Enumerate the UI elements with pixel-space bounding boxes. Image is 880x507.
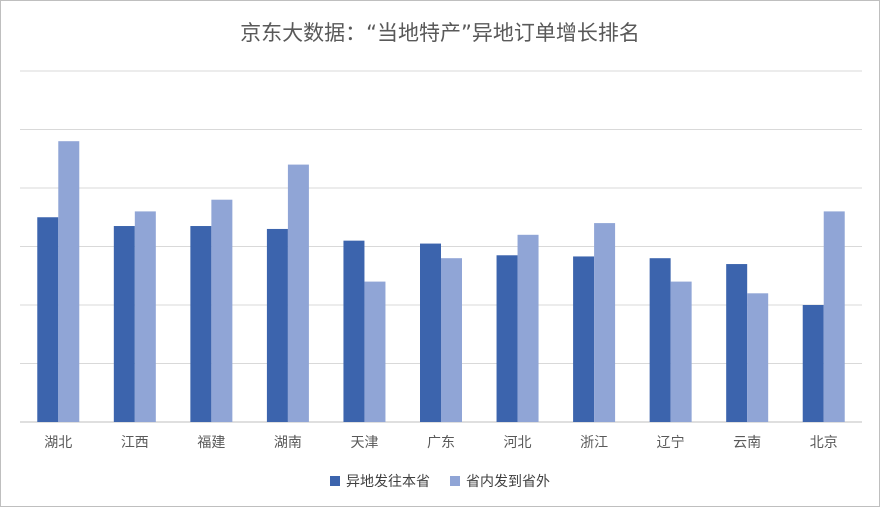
bar-2-1 — [58, 141, 80, 422]
x-tick-label: 湖南 — [274, 435, 302, 451]
bar-2-6 — [441, 258, 462, 422]
x-tick-label: 云南 — [733, 435, 761, 451]
x-tick-label: 辽宁 — [657, 434, 685, 451]
bar-1-11 — [802, 305, 824, 422]
x-tick-label: 广东 — [427, 435, 455, 451]
bar-1-8 — [573, 256, 595, 422]
x-tick-label: 天津 — [350, 435, 378, 451]
x-tick-label: 浙江 — [580, 435, 608, 451]
bar-2-9 — [670, 281, 692, 422]
bar-2-10 — [747, 293, 769, 422]
legend-item-series-2: 省内发到省外 — [450, 471, 550, 491]
bar-2-8 — [594, 223, 616, 422]
legend-swatch-series-2 — [450, 476, 460, 486]
bar-2-4 — [287, 164, 309, 422]
chart-legend: 异地发往本省 省内发到省外 — [1, 471, 879, 491]
x-tick-label: 河北 — [504, 435, 532, 451]
legend-item-series-1: 异地发往本省 — [330, 471, 430, 491]
x-tick-label: 湖北 — [44, 435, 72, 451]
bar-2-7 — [517, 234, 539, 422]
bar-2-3 — [211, 199, 233, 422]
bar-2-5 — [364, 281, 386, 422]
bar-1-2 — [113, 226, 135, 422]
bar-2-2 — [134, 211, 156, 422]
bar-1-9 — [649, 258, 671, 422]
x-tick-label: 福建 — [197, 435, 225, 451]
legend-label-series-2: 省内发到省外 — [466, 474, 550, 490]
bar-1-10 — [726, 264, 748, 422]
bar-1-3 — [190, 226, 212, 422]
bar-1-4 — [266, 228, 288, 422]
bar-2-11 — [823, 211, 845, 422]
x-tick-label: 江西 — [121, 435, 149, 451]
bar-1-1 — [37, 217, 59, 422]
bar-1-5 — [343, 240, 365, 422]
bar-1-6 — [420, 243, 441, 422]
legend-label-series-1: 异地发往本省 — [346, 474, 430, 490]
x-tick-label: 北京 — [810, 435, 838, 451]
bar-1-7 — [496, 255, 518, 422]
chart-title: 京东大数据：“当地特产”异地订单增长排名 — [240, 21, 640, 45]
legend-swatch-series-1 — [330, 476, 340, 486]
